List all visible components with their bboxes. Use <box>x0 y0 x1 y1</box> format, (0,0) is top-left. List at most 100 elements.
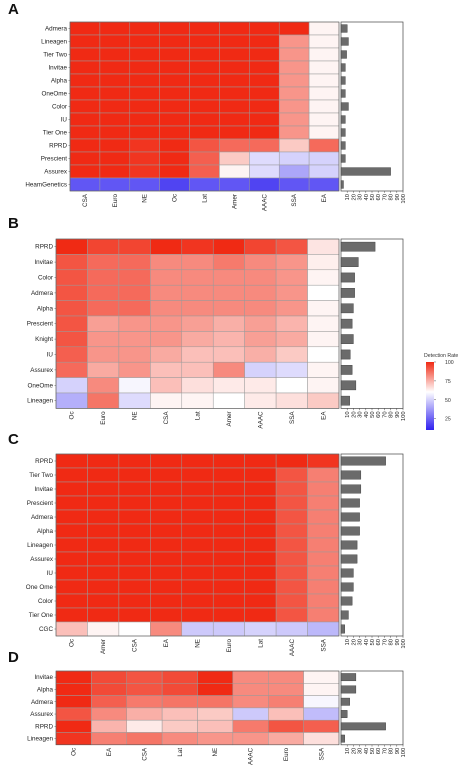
heatmap-cell <box>150 565 183 581</box>
heatmap-cell <box>197 670 234 684</box>
row-label-alpha: Alpha <box>37 305 54 312</box>
heatmap-cell <box>118 361 151 378</box>
bar-tick-label: 100 <box>401 411 407 421</box>
heatmap-cell <box>244 551 277 567</box>
heatmap-cell <box>159 177 190 192</box>
row-label-color: Color <box>38 275 53 282</box>
heatmap-cell <box>278 21 310 36</box>
heatmap-cell <box>99 47 131 62</box>
heatmap-cell <box>308 164 340 179</box>
bar-prescient <box>340 318 353 329</box>
heatmap-cell <box>219 60 250 75</box>
heatmap-cell <box>55 579 88 595</box>
heatmap-cell <box>278 151 310 166</box>
heatmap-cell <box>55 732 92 746</box>
bar-tick-label: 20 <box>351 194 357 200</box>
heatmap-cell <box>249 47 280 62</box>
heatmap-cell <box>181 453 214 469</box>
column-label-ne: NE <box>132 411 139 420</box>
heatmap-cell <box>189 151 220 166</box>
heatmap-cell <box>159 47 190 62</box>
row-label-lineagen: Lineagen <box>27 542 53 549</box>
heatmap-cell <box>55 523 88 539</box>
row-label-lineagen: Lineagen <box>41 39 67 46</box>
heatmap-cell <box>159 125 190 140</box>
heatmap-cell <box>189 21 220 36</box>
heatmap-cell <box>307 269 340 286</box>
heatmap-cell <box>278 47 310 62</box>
heatmap-cell <box>161 719 198 733</box>
heatmap-cell <box>278 112 310 127</box>
heatmap-cell <box>87 481 120 497</box>
column-label-ea: EA <box>163 638 170 647</box>
heatmap-cell <box>150 377 183 394</box>
row-label-tier-one: Tier One <box>29 612 54 619</box>
bar-lineagen <box>340 395 350 406</box>
heatmap-cell <box>212 377 245 394</box>
row-label-tier-two: Tier Two <box>43 52 67 59</box>
panel-label: A <box>8 1 19 18</box>
bar-tick-label: 100 <box>401 748 407 758</box>
heatmap-cell <box>181 284 214 301</box>
heatmap-cell <box>150 509 183 525</box>
column-label-ssa: SSA <box>289 411 296 424</box>
heatmap-cell <box>189 73 220 88</box>
heatmap-cell <box>118 300 151 317</box>
heatmap-cell <box>278 34 310 49</box>
bar-cgc <box>340 624 345 634</box>
heatmap-cell <box>244 284 277 301</box>
heatmap-cell <box>275 346 308 363</box>
heatmap-cell <box>268 670 304 684</box>
row-label-alpha: Alpha <box>51 78 68 85</box>
heatmap-cell <box>55 315 88 332</box>
heatmap-cell <box>150 621 183 637</box>
heatmap-cell <box>212 284 245 301</box>
bar-tick-label: 100 <box>401 639 407 649</box>
heatmap-cell <box>244 593 277 609</box>
heatmap-cell <box>99 86 131 101</box>
heatmap-cell <box>232 732 269 746</box>
heatmap-cell <box>91 732 128 746</box>
heatmap-cell <box>275 593 308 609</box>
bar-rprd <box>340 241 376 252</box>
bar-tick-label: 70 <box>382 639 388 645</box>
heatmap-cell <box>99 73 131 88</box>
heatmap-cell <box>232 707 269 721</box>
heatmap-cell <box>118 269 151 286</box>
heatmap-cell <box>219 34 250 49</box>
heatmap-cell <box>219 73 250 88</box>
heatmap-cell <box>244 467 277 483</box>
panel-c: C RPRD Tier Two Invitae Prescient Admera Alpha… <box>8 431 407 656</box>
heatmap-cell <box>212 361 245 378</box>
heatmap-cell <box>87 269 120 286</box>
heatmap-cell <box>232 683 269 696</box>
heatmap-cell <box>91 707 128 721</box>
heatmap-cell <box>244 607 277 623</box>
heatmap-cell <box>307 551 340 567</box>
heatmap-cell <box>55 254 88 271</box>
row-label-alpha: Alpha <box>37 528 54 535</box>
bar-tick-label: 60 <box>376 194 382 200</box>
heatmap-cell <box>219 47 250 62</box>
heatmap-cell <box>197 707 234 721</box>
heatmap-cell <box>308 47 340 62</box>
bar-tick-label: 60 <box>376 411 382 417</box>
heatmap-cell <box>181 346 214 363</box>
heatmap-cell <box>150 537 183 553</box>
heatmap-cell <box>99 177 131 192</box>
heatmap-cell <box>159 112 190 127</box>
heatmap-cell <box>150 481 183 497</box>
heatmap-cell <box>181 254 214 271</box>
bar-assurex <box>340 365 353 375</box>
heatmap-cell <box>129 73 160 88</box>
heatmap-cell <box>118 346 151 363</box>
heatmap-cell <box>307 453 340 469</box>
heatmap-cell <box>303 695 340 709</box>
legend-title: Detection Rate <box>424 353 458 359</box>
heatmap-cell <box>55 707 92 721</box>
heatmap-cell <box>55 238 88 255</box>
legend-tick-label: 50 <box>445 398 451 404</box>
heatmap-cell <box>118 607 151 623</box>
heatmap-cell <box>212 621 245 637</box>
